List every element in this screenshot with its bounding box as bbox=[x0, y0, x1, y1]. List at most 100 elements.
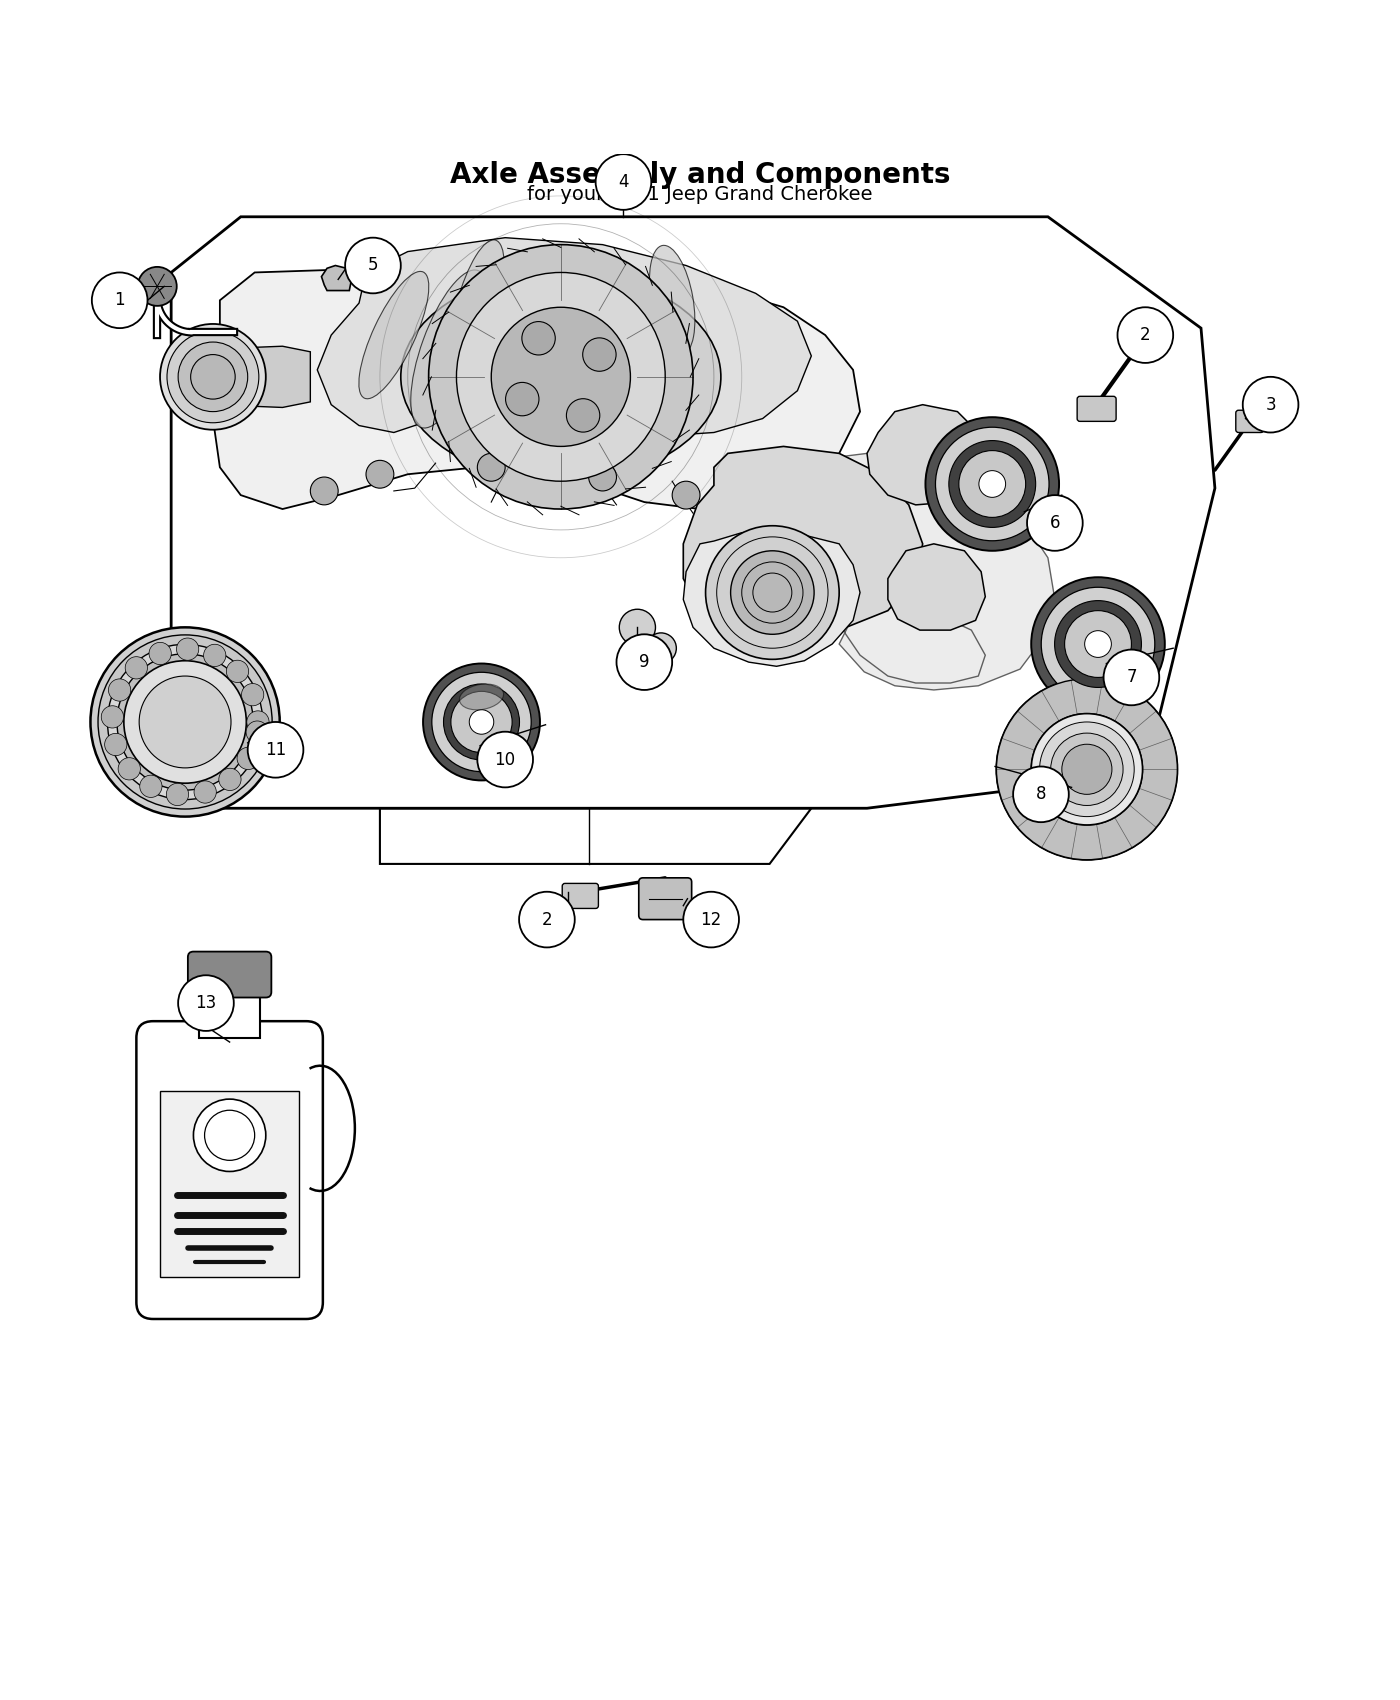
Ellipse shape bbox=[459, 683, 504, 711]
FancyBboxPatch shape bbox=[136, 1022, 323, 1319]
Circle shape bbox=[346, 238, 400, 294]
Circle shape bbox=[588, 462, 616, 491]
Circle shape bbox=[1054, 600, 1141, 687]
Circle shape bbox=[567, 400, 599, 432]
Circle shape bbox=[242, 683, 263, 706]
Circle shape bbox=[108, 644, 263, 799]
Circle shape bbox=[582, 338, 616, 371]
Circle shape bbox=[645, 632, 676, 663]
Polygon shape bbox=[770, 454, 1054, 690]
FancyBboxPatch shape bbox=[638, 877, 692, 920]
Circle shape bbox=[178, 976, 234, 1030]
Circle shape bbox=[126, 663, 244, 780]
Circle shape bbox=[1028, 495, 1082, 551]
Circle shape bbox=[237, 748, 259, 770]
Circle shape bbox=[959, 450, 1026, 517]
Circle shape bbox=[118, 758, 140, 780]
Ellipse shape bbox=[358, 272, 428, 400]
Circle shape bbox=[1061, 745, 1112, 794]
Circle shape bbox=[190, 355, 235, 400]
Circle shape bbox=[431, 672, 531, 772]
Circle shape bbox=[176, 638, 199, 660]
FancyBboxPatch shape bbox=[563, 884, 598, 908]
Circle shape bbox=[248, 722, 304, 777]
Circle shape bbox=[203, 644, 225, 666]
Polygon shape bbox=[683, 447, 923, 639]
Circle shape bbox=[1042, 586, 1155, 700]
Circle shape bbox=[1040, 722, 1134, 816]
Text: 13: 13 bbox=[196, 994, 217, 1011]
Circle shape bbox=[101, 706, 123, 728]
FancyBboxPatch shape bbox=[188, 952, 272, 998]
Polygon shape bbox=[683, 530, 860, 666]
Circle shape bbox=[616, 634, 672, 690]
Circle shape bbox=[246, 721, 269, 743]
Text: 11: 11 bbox=[265, 741, 286, 758]
Circle shape bbox=[477, 731, 533, 787]
Text: 1: 1 bbox=[115, 291, 125, 309]
Circle shape bbox=[167, 784, 189, 806]
Circle shape bbox=[91, 627, 280, 816]
Circle shape bbox=[477, 454, 505, 481]
Circle shape bbox=[123, 661, 246, 784]
Circle shape bbox=[1064, 610, 1131, 677]
Circle shape bbox=[140, 775, 162, 797]
Wedge shape bbox=[997, 678, 1177, 860]
Circle shape bbox=[311, 478, 339, 505]
Circle shape bbox=[428, 245, 693, 508]
Circle shape bbox=[1032, 578, 1165, 711]
Circle shape bbox=[178, 342, 248, 411]
Text: 3: 3 bbox=[1266, 396, 1275, 413]
Text: 2: 2 bbox=[1140, 326, 1151, 343]
Circle shape bbox=[519, 892, 575, 947]
Circle shape bbox=[706, 525, 839, 660]
Circle shape bbox=[195, 780, 217, 802]
Circle shape bbox=[1243, 377, 1298, 432]
Circle shape bbox=[227, 660, 249, 682]
FancyBboxPatch shape bbox=[1236, 410, 1264, 432]
Ellipse shape bbox=[612, 267, 676, 403]
Text: 12: 12 bbox=[700, 911, 722, 928]
Circle shape bbox=[139, 677, 231, 768]
Circle shape bbox=[365, 461, 393, 488]
Circle shape bbox=[92, 272, 147, 328]
Circle shape bbox=[137, 267, 176, 306]
Circle shape bbox=[491, 308, 630, 447]
Polygon shape bbox=[888, 544, 986, 631]
FancyBboxPatch shape bbox=[160, 1091, 300, 1277]
Polygon shape bbox=[322, 265, 351, 291]
Circle shape bbox=[595, 155, 651, 209]
Circle shape bbox=[423, 663, 540, 780]
Ellipse shape bbox=[400, 272, 721, 481]
Circle shape bbox=[218, 768, 241, 790]
Circle shape bbox=[997, 678, 1177, 860]
Polygon shape bbox=[213, 265, 860, 508]
Polygon shape bbox=[318, 238, 812, 435]
Circle shape bbox=[925, 416, 1058, 551]
Circle shape bbox=[619, 609, 655, 646]
Circle shape bbox=[683, 892, 739, 947]
Circle shape bbox=[522, 321, 556, 355]
Circle shape bbox=[125, 656, 147, 678]
Ellipse shape bbox=[650, 245, 694, 355]
Circle shape bbox=[949, 440, 1036, 527]
Circle shape bbox=[105, 733, 127, 755]
Circle shape bbox=[160, 325, 266, 430]
Circle shape bbox=[935, 427, 1049, 541]
Text: 10: 10 bbox=[494, 750, 515, 768]
Circle shape bbox=[1050, 733, 1123, 806]
Text: 7: 7 bbox=[1126, 668, 1137, 687]
FancyBboxPatch shape bbox=[1077, 396, 1116, 422]
Ellipse shape bbox=[451, 240, 504, 374]
Circle shape bbox=[1117, 308, 1173, 362]
Text: for your 2001 Jeep Grand Cherokee: for your 2001 Jeep Grand Cherokee bbox=[528, 185, 872, 204]
Circle shape bbox=[505, 382, 539, 416]
Text: 8: 8 bbox=[1036, 785, 1046, 804]
Text: 4: 4 bbox=[619, 173, 629, 190]
Circle shape bbox=[108, 678, 130, 700]
Circle shape bbox=[1085, 631, 1112, 658]
Circle shape bbox=[731, 551, 815, 634]
Circle shape bbox=[1032, 714, 1142, 824]
Circle shape bbox=[672, 481, 700, 508]
Circle shape bbox=[979, 471, 1005, 498]
